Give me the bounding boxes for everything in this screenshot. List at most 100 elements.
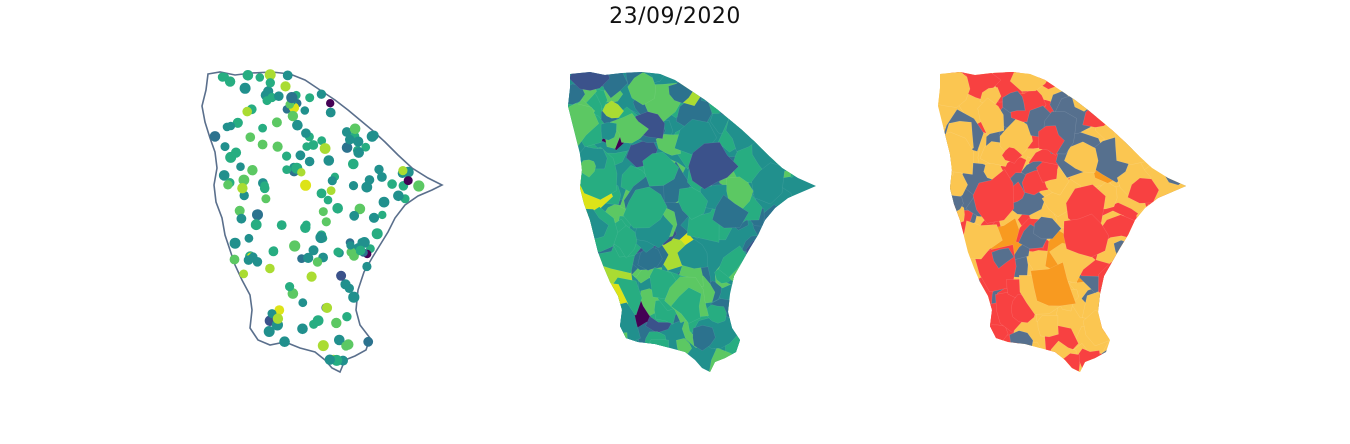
municipality-polygon	[1168, 241, 1186, 270]
municipality-polygon	[1096, 75, 1124, 98]
municipality-point	[398, 166, 408, 176]
municipality-polygon	[1037, 315, 1059, 338]
municipality-point	[252, 257, 263, 267]
municipality-polygon	[568, 323, 598, 353]
municipality-point	[349, 210, 360, 221]
municipality-polygon	[712, 194, 750, 229]
municipality-polygon	[670, 287, 702, 324]
municipality-polygon	[1112, 304, 1160, 346]
municipality-point	[239, 269, 249, 279]
municipality-point	[295, 150, 306, 161]
municipality-polygon	[790, 100, 816, 120]
municipality-polygon	[977, 97, 1005, 135]
municipality-polygon	[1115, 264, 1150, 295]
municipality-polygon	[1173, 331, 1186, 361]
municipality-polygon	[991, 247, 1015, 269]
municipality-polygon	[1132, 266, 1161, 302]
municipality-polygon	[704, 72, 732, 96]
municipality-polygon	[1127, 268, 1170, 311]
municipality-point	[245, 132, 256, 142]
municipality-point	[252, 209, 263, 221]
municipality-polygon	[751, 298, 776, 324]
municipality-point	[306, 271, 317, 282]
municipality-polygon	[980, 324, 1009, 350]
municipality-polygon	[787, 276, 816, 308]
municipality-point	[336, 270, 347, 281]
municipality-polygon	[1114, 122, 1150, 165]
municipality-polygon	[1089, 352, 1135, 372]
municipality-point	[297, 168, 306, 177]
municipality-point	[377, 172, 387, 182]
municipality-polygon	[1140, 346, 1169, 372]
municipality-polygon	[768, 242, 793, 268]
municipality-polygon	[753, 85, 789, 126]
municipality-polygon	[798, 94, 816, 131]
municipality-polygon	[767, 280, 793, 304]
municipality-polygon	[568, 309, 610, 359]
municipality-polygon	[773, 336, 796, 357]
municipality-point	[341, 341, 351, 351]
municipality-point	[282, 151, 292, 161]
municipality-point	[353, 136, 364, 147]
municipality-point	[368, 212, 380, 223]
municipality-point	[298, 298, 308, 308]
municipality-point	[237, 183, 248, 194]
municipality-point	[305, 93, 315, 103]
municipality-polygon	[744, 246, 790, 286]
municipality-polygon	[1144, 326, 1165, 353]
municipality-point	[341, 127, 352, 137]
municipality-polygon	[748, 349, 794, 372]
municipality-polygon	[795, 320, 816, 355]
municipality-polygon	[1118, 349, 1160, 372]
municipality-point	[321, 217, 331, 227]
municipality-polygon	[784, 298, 816, 333]
municipality-point	[324, 354, 335, 365]
municipality-point	[326, 186, 336, 196]
municipality-polygon	[986, 343, 1008, 367]
municipality-polygon	[938, 72, 971, 108]
municipality-polygon	[1134, 87, 1164, 123]
municipality-point	[317, 136, 327, 146]
municipality-polygons	[568, 72, 816, 372]
municipality-point	[327, 176, 337, 186]
municipality-polygon	[938, 258, 966, 294]
municipality-point	[236, 162, 245, 171]
municipality-polygon	[1139, 304, 1163, 328]
municipality-polygon	[762, 204, 802, 248]
municipality-polygon	[1174, 336, 1186, 363]
municipality-polygon	[625, 353, 646, 372]
municipality-point	[368, 130, 379, 141]
municipality-polygon	[790, 348, 816, 372]
municipality-point	[403, 176, 413, 186]
municipality-polygon	[943, 293, 970, 320]
municipality-polygon	[746, 100, 772, 123]
municipality-point	[257, 139, 268, 150]
municipality-point	[325, 107, 336, 118]
municipality-polygon	[938, 243, 965, 279]
municipality-polygon	[755, 319, 790, 357]
municipality-point	[236, 213, 247, 224]
municipality-polygon	[802, 198, 816, 232]
municipality-polygon	[677, 187, 708, 220]
municipality-polygon	[1114, 78, 1135, 97]
municipality-point	[355, 245, 366, 256]
municipality-polygon	[751, 97, 771, 122]
municipality-point	[326, 99, 335, 108]
municipality-polygon	[1136, 205, 1170, 235]
municipality-point	[265, 78, 275, 88]
municipality-polygon	[1002, 90, 1026, 113]
municipality-point	[346, 247, 357, 257]
municipality-point	[345, 134, 355, 145]
municipality-point	[263, 326, 275, 337]
municipality-polygon	[1122, 242, 1162, 277]
municipality-polygon	[1033, 216, 1062, 240]
municipality-point	[302, 220, 311, 230]
municipality-point	[226, 121, 236, 131]
municipality-polygon	[582, 352, 616, 372]
municipality-polygon	[1109, 86, 1131, 112]
municipality-polygon	[752, 102, 776, 123]
municipality-point	[300, 179, 312, 191]
municipality-polygon	[1165, 72, 1186, 88]
municipality-point	[285, 282, 295, 292]
municipality-polygon	[1171, 280, 1186, 309]
